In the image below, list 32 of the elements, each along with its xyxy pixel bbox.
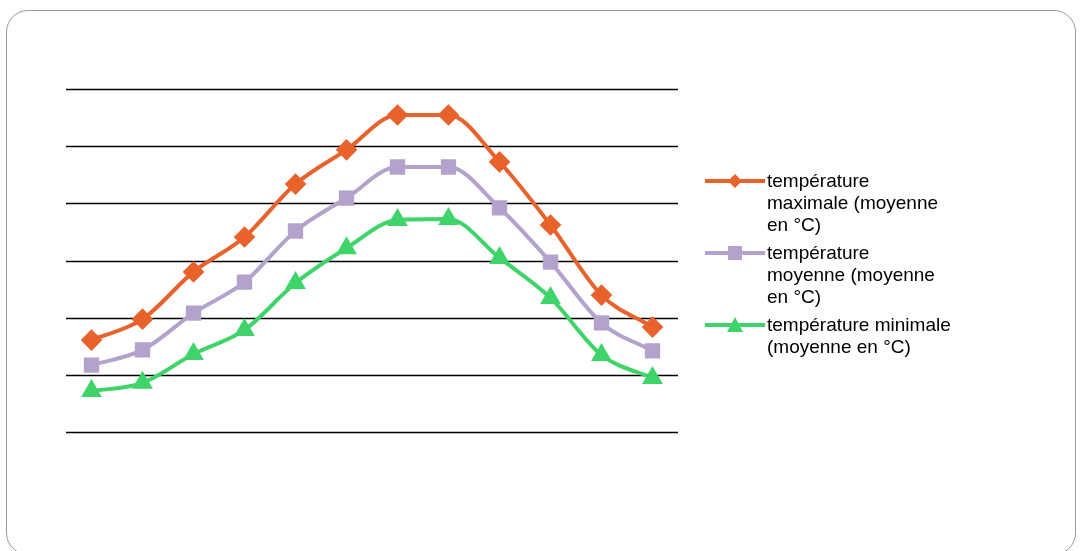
- point: [643, 368, 662, 385]
- point: [491, 200, 508, 216]
- point: [183, 261, 204, 282]
- point: [132, 309, 153, 330]
- point: [389, 159, 406, 175]
- point: [184, 344, 203, 361]
- point: [438, 104, 459, 125]
- point: [286, 273, 305, 290]
- legend-label: température maximale (moyenne en °C): [767, 170, 940, 236]
- point: [591, 285, 612, 306]
- point: [387, 104, 408, 125]
- legend-label: température minimale (moyenne en °C): [767, 314, 952, 358]
- point: [642, 317, 663, 338]
- point: [440, 159, 457, 175]
- point: [234, 227, 255, 248]
- point: [489, 151, 510, 172]
- point: [540, 215, 561, 235]
- point: [236, 274, 253, 290]
- point: [542, 254, 559, 270]
- legend-label: température moyenne (moyenne en °C): [767, 242, 936, 308]
- point: [337, 238, 356, 255]
- point: [285, 174, 306, 195]
- point: [82, 381, 101, 398]
- point: [134, 342, 151, 358]
- point: [644, 343, 661, 359]
- point: [287, 223, 304, 239]
- point: [185, 305, 202, 321]
- point: [336, 139, 357, 160]
- point: [593, 315, 610, 331]
- point: [338, 190, 355, 206]
- point: [83, 357, 100, 373]
- point: [81, 330, 102, 351]
